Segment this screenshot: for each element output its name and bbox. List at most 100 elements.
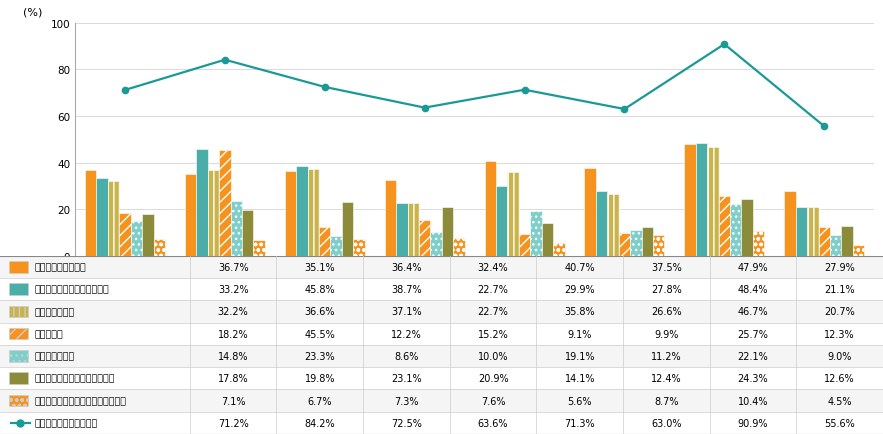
Bar xyxy=(531,212,541,256)
Bar xyxy=(0,390,883,412)
Text: 27.8%: 27.8% xyxy=(651,284,682,294)
Bar xyxy=(296,166,307,256)
Bar xyxy=(142,215,154,256)
Text: 7.1%: 7.1% xyxy=(221,396,245,406)
Text: 17.8%: 17.8% xyxy=(218,373,248,383)
Bar xyxy=(307,170,319,256)
Text: 19.1%: 19.1% xyxy=(564,351,595,361)
Text: 22.7%: 22.7% xyxy=(478,307,509,317)
Bar xyxy=(9,284,28,295)
Bar xyxy=(9,395,28,406)
Text: 12.3%: 12.3% xyxy=(825,329,855,339)
Bar xyxy=(319,228,330,256)
Text: 10.0%: 10.0% xyxy=(478,351,509,361)
Text: 38.7%: 38.7% xyxy=(391,284,422,294)
Bar xyxy=(9,261,28,273)
Text: 71.2%: 71.2% xyxy=(218,418,248,428)
Text: 40.7%: 40.7% xyxy=(564,262,595,272)
Bar xyxy=(96,179,108,256)
Text: 37.1%: 37.1% xyxy=(391,307,422,317)
Text: 18.2%: 18.2% xyxy=(218,329,248,339)
Text: 20.7%: 20.7% xyxy=(825,307,855,317)
Text: その他（基礎研究、リスク管理等）: その他（基礎研究、リスク管理等） xyxy=(34,396,126,405)
Text: 35.8%: 35.8% xyxy=(564,307,595,317)
Text: 7.3%: 7.3% xyxy=(394,396,419,406)
Bar xyxy=(553,243,564,256)
Text: 26.6%: 26.6% xyxy=(651,307,682,317)
Text: 7.6%: 7.6% xyxy=(481,396,505,406)
Bar xyxy=(707,148,719,256)
Bar xyxy=(353,239,365,256)
Bar xyxy=(608,194,619,256)
Bar xyxy=(0,278,883,300)
Bar xyxy=(841,227,853,256)
Bar xyxy=(784,191,796,256)
Bar xyxy=(9,373,28,384)
Text: 製品・サービスの企画、開発: 製品・サービスの企画、開発 xyxy=(34,285,109,294)
Text: 45.8%: 45.8% xyxy=(305,284,336,294)
Bar xyxy=(619,233,630,256)
Text: 経営企画・組織改革: 経営企画・組織改革 xyxy=(34,263,87,272)
Bar xyxy=(453,238,464,256)
Bar xyxy=(85,171,96,256)
Bar xyxy=(596,191,608,256)
Text: 14.1%: 14.1% xyxy=(564,373,595,383)
Bar xyxy=(9,328,28,340)
Text: 32.2%: 32.2% xyxy=(218,307,248,317)
Bar xyxy=(108,181,119,256)
Bar xyxy=(253,240,265,256)
Bar xyxy=(696,144,707,256)
Text: 71.3%: 71.3% xyxy=(564,418,595,428)
Bar xyxy=(185,174,196,256)
Bar xyxy=(830,235,841,256)
Text: 21.1%: 21.1% xyxy=(825,284,855,294)
Text: 33.2%: 33.2% xyxy=(218,284,248,294)
Text: 37.5%: 37.5% xyxy=(651,262,682,272)
Bar xyxy=(485,161,496,256)
Text: 23.3%: 23.3% xyxy=(305,351,336,361)
Text: 19.8%: 19.8% xyxy=(305,373,335,383)
Bar xyxy=(230,202,242,256)
Text: 90.9%: 90.9% xyxy=(738,418,768,428)
Bar xyxy=(796,207,807,256)
Text: 46.7%: 46.7% xyxy=(737,307,768,317)
Bar xyxy=(219,151,230,256)
Bar xyxy=(742,200,753,256)
Bar xyxy=(541,224,553,256)
Bar xyxy=(0,367,883,390)
Text: 36.7%: 36.7% xyxy=(218,262,248,272)
Text: 24.3%: 24.3% xyxy=(737,373,768,383)
Text: 22.7%: 22.7% xyxy=(478,284,509,294)
Bar xyxy=(807,208,819,256)
Text: 25.7%: 25.7% xyxy=(737,329,768,339)
Text: 12.2%: 12.2% xyxy=(391,329,422,339)
Text: 27.9%: 27.9% xyxy=(825,262,855,272)
Text: 36.6%: 36.6% xyxy=(305,307,335,317)
Text: 36.4%: 36.4% xyxy=(391,262,422,272)
Bar xyxy=(0,345,883,367)
Bar xyxy=(342,202,353,256)
Text: 11.2%: 11.2% xyxy=(651,351,682,361)
Text: 8.6%: 8.6% xyxy=(395,351,419,361)
Text: 47.9%: 47.9% xyxy=(737,262,768,272)
Text: 84.2%: 84.2% xyxy=(305,418,336,428)
Bar xyxy=(653,236,664,256)
Text: (%): (%) xyxy=(23,8,42,18)
Bar xyxy=(442,207,453,256)
Text: 9.0%: 9.0% xyxy=(827,351,852,361)
Text: 5.6%: 5.6% xyxy=(568,396,592,406)
Bar xyxy=(0,412,883,434)
Text: 23.1%: 23.1% xyxy=(391,373,422,383)
Text: 保守・メンテナンス・サポート: 保守・メンテナンス・サポート xyxy=(34,374,115,383)
Text: 22.1%: 22.1% xyxy=(737,351,768,361)
Text: 63.0%: 63.0% xyxy=(651,418,682,428)
Bar xyxy=(630,230,642,256)
Text: 9.1%: 9.1% xyxy=(568,329,592,339)
Bar xyxy=(285,171,296,256)
Bar xyxy=(119,214,131,256)
Text: 35.1%: 35.1% xyxy=(305,262,336,272)
Text: 72.5%: 72.5% xyxy=(391,418,422,428)
Bar xyxy=(853,246,864,256)
Bar xyxy=(753,232,765,256)
Bar xyxy=(396,204,408,256)
